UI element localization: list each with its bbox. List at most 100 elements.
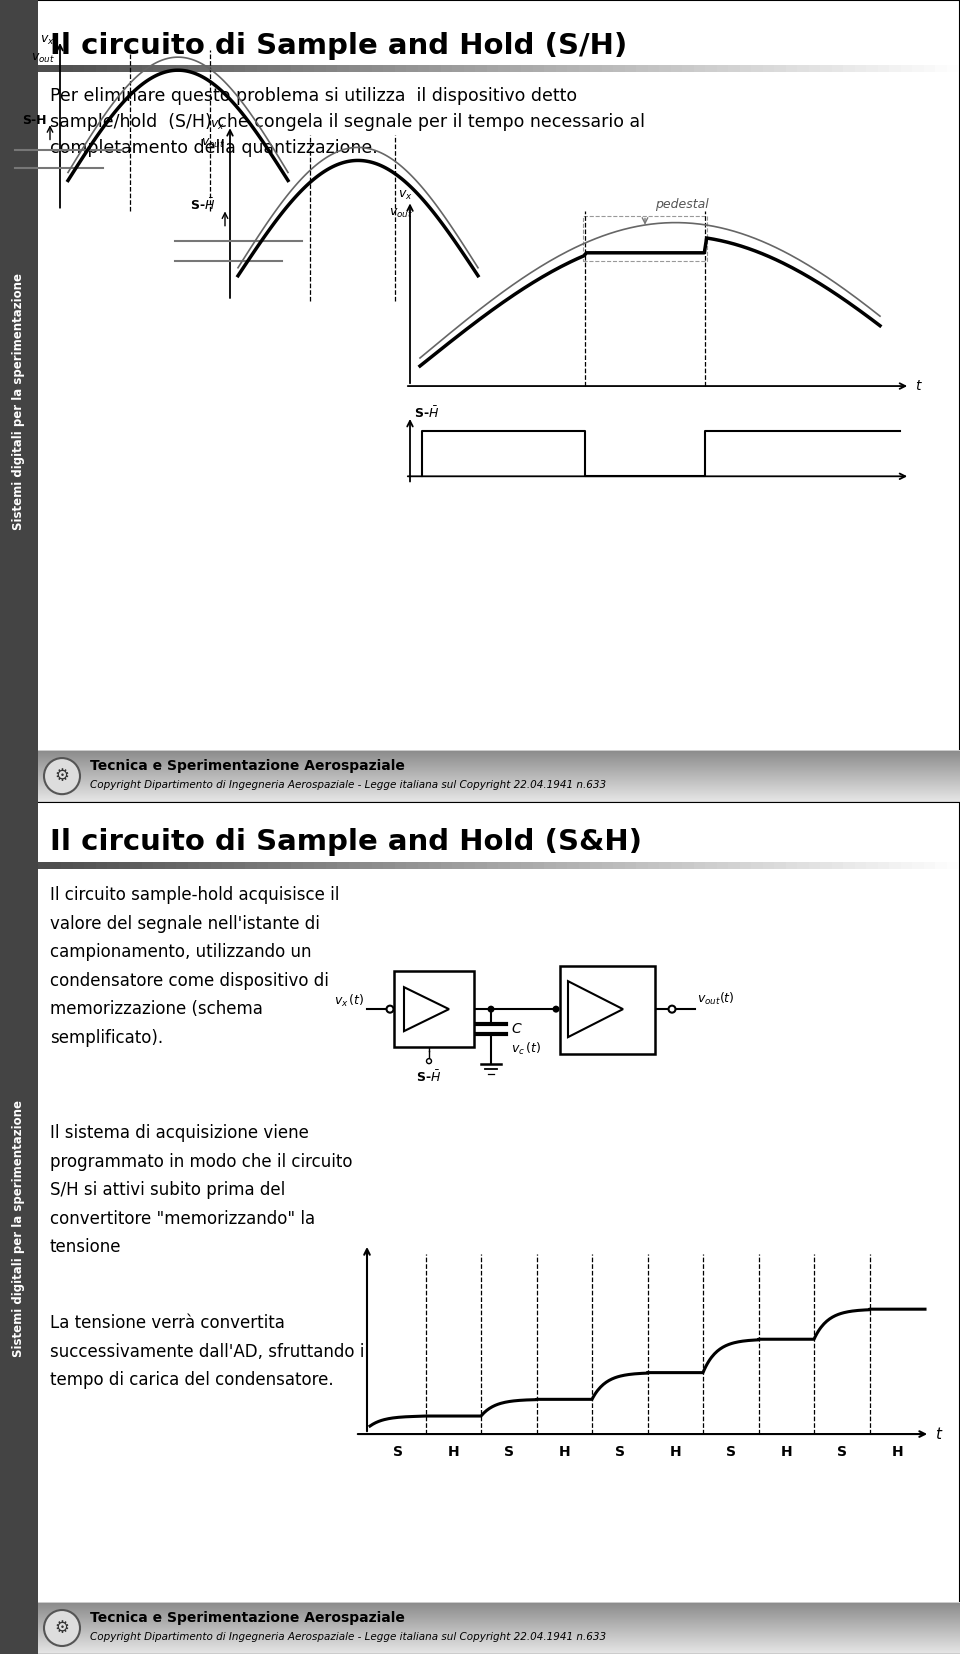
Bar <box>866 65 877 73</box>
Bar <box>176 862 187 868</box>
Text: H: H <box>669 1446 681 1459</box>
Text: pedestal: pedestal <box>655 197 708 210</box>
Text: Sistemi digitali per la sperimentazione: Sistemi digitali per la sperimentazione <box>12 1100 26 1356</box>
Bar <box>107 65 118 73</box>
Bar <box>0 802 38 1654</box>
Bar <box>820 862 831 868</box>
Text: H: H <box>447 1446 459 1459</box>
Bar <box>854 65 866 73</box>
Bar <box>625 862 636 868</box>
Text: $v_{out}$: $v_{out}$ <box>201 137 225 151</box>
Text: Sistemi digitali per la sperimentazione: Sistemi digitali per la sperimentazione <box>12 273 26 529</box>
Text: Il circuito di Sample and Hold (S&H): Il circuito di Sample and Hold (S&H) <box>50 829 642 857</box>
Bar <box>429 65 441 73</box>
Bar <box>659 65 670 73</box>
Bar <box>452 65 464 73</box>
Bar <box>659 862 670 868</box>
Text: Il sistema di acquisizione viene
programmato in modo che il circuito
S/H si atti: Il sistema di acquisizione viene program… <box>50 1125 352 1255</box>
Bar <box>912 862 924 868</box>
Bar <box>739 65 751 73</box>
Bar <box>866 862 877 868</box>
Bar <box>418 862 429 868</box>
Bar <box>73 65 84 73</box>
Bar <box>831 65 843 73</box>
Text: S: S <box>504 1446 514 1459</box>
Bar <box>429 862 441 868</box>
Bar <box>498 65 510 73</box>
Text: Tecnica e Sperimentazione Aerospaziale: Tecnica e Sperimentazione Aerospaziale <box>90 759 405 772</box>
Circle shape <box>44 1609 80 1646</box>
Text: S-$\bar{H}$: S-$\bar{H}$ <box>190 198 215 213</box>
Bar <box>210 862 222 868</box>
Bar <box>464 862 475 868</box>
Bar <box>613 65 625 73</box>
Text: $v_{out}$: $v_{out}$ <box>389 207 413 220</box>
Bar <box>38 749 960 802</box>
Bar <box>164 862 176 868</box>
Bar <box>808 862 820 868</box>
Circle shape <box>553 1006 560 1012</box>
Bar <box>256 862 268 868</box>
Circle shape <box>387 1006 394 1012</box>
Bar <box>751 65 762 73</box>
Bar <box>636 862 647 868</box>
Bar <box>314 862 325 868</box>
Bar <box>797 65 808 73</box>
Bar <box>84 862 95 868</box>
Bar <box>38 862 50 868</box>
Bar <box>590 862 602 868</box>
Bar <box>141 65 153 73</box>
Bar <box>95 862 107 868</box>
Bar <box>843 862 854 868</box>
Bar <box>705 862 716 868</box>
Bar <box>533 862 544 868</box>
Bar <box>774 65 785 73</box>
Bar <box>73 862 84 868</box>
Bar <box>394 971 474 1047</box>
Bar <box>348 65 360 73</box>
Bar <box>854 862 866 868</box>
Bar <box>475 65 487 73</box>
Bar <box>348 862 360 868</box>
Text: Il circuito di Sample and Hold (S/H): Il circuito di Sample and Hold (S/H) <box>50 31 627 60</box>
Bar <box>487 862 498 868</box>
Bar <box>245 862 256 868</box>
Text: Copyright Dipartimento di Ingegneria Aerospaziale - Legge italiana sul Copyright: Copyright Dipartimento di Ingegneria Aer… <box>90 781 606 791</box>
Bar <box>406 65 418 73</box>
Text: $C$: $C$ <box>511 1022 522 1035</box>
Bar <box>625 65 636 73</box>
Bar <box>475 862 487 868</box>
Bar <box>900 65 912 73</box>
Bar <box>222 65 233 73</box>
Circle shape <box>488 1006 494 1012</box>
Bar <box>360 862 372 868</box>
Bar <box>268 862 279 868</box>
Bar <box>728 862 739 868</box>
Text: +: + <box>569 1019 579 1029</box>
Bar <box>164 65 176 73</box>
Bar <box>372 65 383 73</box>
Bar <box>912 65 924 73</box>
Bar <box>935 65 947 73</box>
Bar <box>314 65 325 73</box>
Bar <box>383 65 395 73</box>
Bar <box>360 65 372 73</box>
Bar <box>670 65 682 73</box>
Bar <box>418 65 429 73</box>
Text: -: - <box>571 987 577 1001</box>
Bar <box>567 862 579 868</box>
Bar <box>199 862 210 868</box>
Bar <box>579 65 590 73</box>
Bar <box>716 65 728 73</box>
Bar <box>843 65 854 73</box>
Polygon shape <box>568 981 623 1037</box>
Bar <box>808 65 820 73</box>
Bar <box>498 862 510 868</box>
Bar <box>0 0 38 802</box>
Text: Tecnica e Sperimentazione Aerospaziale: Tecnica e Sperimentazione Aerospaziale <box>90 1611 405 1624</box>
Bar <box>647 65 659 73</box>
Circle shape <box>426 1059 431 1064</box>
Bar <box>820 65 831 73</box>
Bar <box>774 862 785 868</box>
Text: $v_x\,(t)$: $v_x\,(t)$ <box>334 992 365 1009</box>
